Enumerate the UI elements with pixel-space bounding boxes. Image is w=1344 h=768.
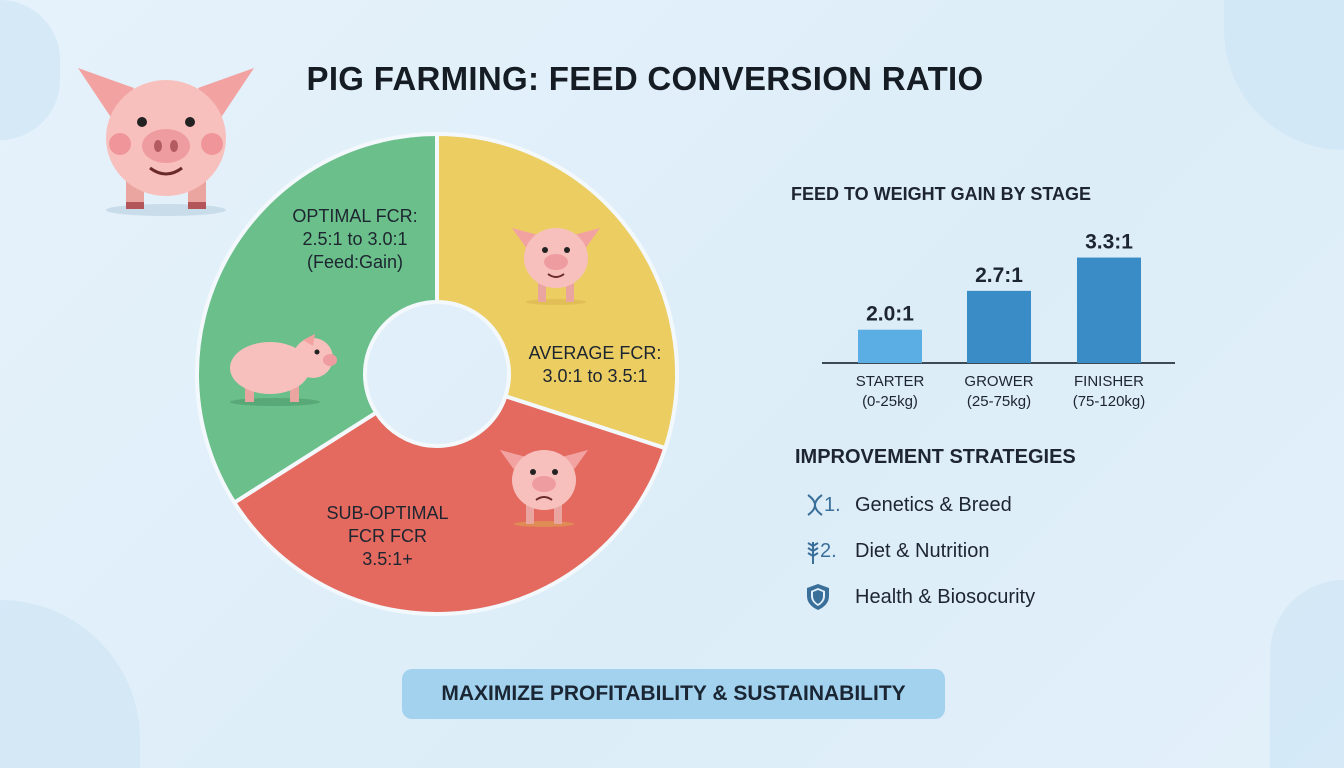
bar-chart-title: FEED TO WEIGHT GAIN BY STAGE: [791, 184, 1092, 204]
stage-bar-chart: 2.0:1 2.7:1 3.3:1: [822, 231, 1175, 364]
fcr-donut-chart: [195, 131, 679, 616]
strategies-title: IMPROVEMENT STRATEGIES: [795, 446, 1076, 468]
profitability-banner: MAXIMIZE PROFITABILITY & SUSTAINABILITY: [402, 669, 945, 719]
bar-0: [858, 329, 922, 363]
category-label: GROWER (25-75kg): [964, 373, 1034, 410]
slice-average: [435, 131, 679, 451]
category-label: STARTER (0-25kg): [855, 373, 925, 410]
bg-blob: [1270, 580, 1344, 768]
bar-data-label: 3.3:1: [1085, 231, 1133, 254]
page-title: PIG FARMING: FEED CONVERSION RATIO: [306, 60, 984, 97]
bar-data-label: 2.0:1: [866, 303, 914, 326]
standing-pig-icon: [512, 228, 600, 305]
slice-suboptimal: [231, 393, 668, 616]
slice-label-suboptimal: SUB-OPTIMAL FCR FCR 3.5:1+: [326, 503, 449, 569]
slice-label-average: AVERAGE FCR: 3.0:1 to 3.5:1: [528, 343, 662, 386]
slice-optimal: [195, 131, 439, 506]
category-label: FINISHER (75-120kg): [1072, 373, 1146, 410]
dna-icon: 1.: [806, 493, 846, 517]
bar-data-label: 2.7:1: [975, 264, 1023, 287]
wheat-icon: 2.: [806, 538, 846, 564]
lying-pig-icon: [230, 334, 337, 406]
bar-2: [1077, 257, 1141, 363]
shield-icon: [806, 583, 846, 611]
slice-label-optimal: OPTIMAL FCR: 2.5:1 to 3.0:1 (Feed:Gain): [292, 206, 418, 272]
strategy-item: Health & Biosocurity: [806, 583, 1035, 611]
sad-pig-icon: [500, 450, 588, 527]
pig-mascot-icon: [78, 68, 254, 216]
strategy-item: 2. Diet & Nutrition: [806, 538, 990, 564]
strategy-item: 1. Genetics & Breed: [806, 493, 1012, 517]
bar-1: [967, 290, 1031, 363]
